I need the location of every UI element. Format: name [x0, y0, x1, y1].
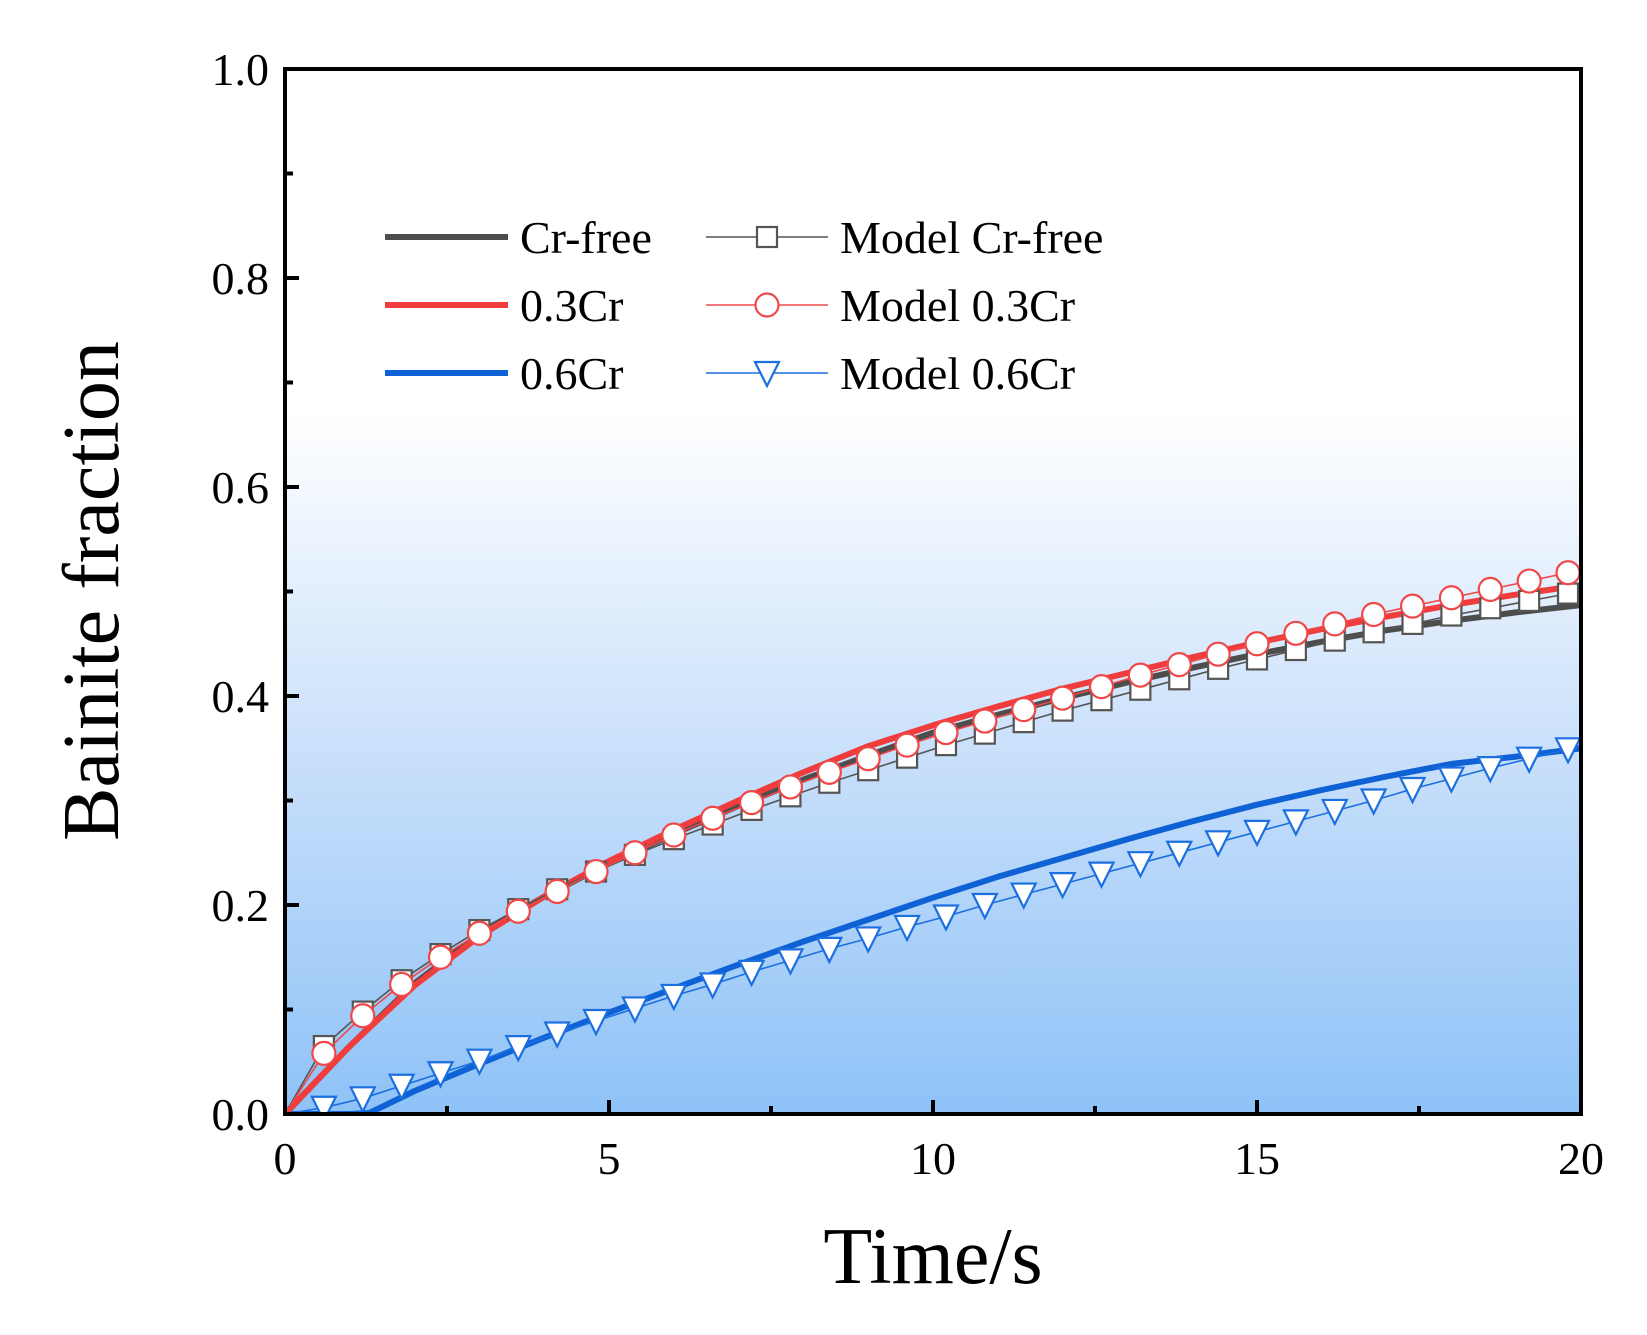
y-tick-label: 0.0 [212, 1089, 270, 1140]
data-point-model_03 [583, 858, 609, 885]
data-point-model_06 [893, 914, 921, 943]
series-line-exp_06 [285, 745, 1581, 1114]
y-axis-title: Bainite fraction [48, 341, 136, 841]
x-tick-label: 20 [1558, 1133, 1604, 1184]
data-point-model_06 [776, 948, 805, 976]
axes-layer: 0 5 10 15 20 0.0 0.2 0.4 0.6 0.8 1.0 [212, 44, 1605, 1184]
data-point-model_03 [816, 759, 842, 785]
data-point-model_06 [387, 1073, 416, 1102]
data-point-model_03 [466, 920, 492, 946]
data-point-model_06 [621, 996, 649, 1024]
data-point-model_03 [1555, 560, 1581, 586]
data-point-model_03 [1205, 641, 1231, 667]
legend-label-exp_03: 0.3Cr [520, 280, 624, 331]
data-point-model_03 [972, 708, 998, 734]
x-tick-label: 0 [274, 1133, 297, 1184]
data-point-model_03 [1361, 601, 1387, 628]
data-point-model_03 [544, 878, 570, 905]
y-tick-label: 0.4 [212, 671, 270, 722]
data-point-model_crfree [1556, 582, 1580, 605]
x-tick-label: 5 [598, 1133, 621, 1184]
data-point-model_06 [815, 936, 844, 965]
data-point-model_06 [543, 1021, 571, 1049]
data-point-model_06 [971, 892, 999, 921]
legend-label-exp_crfree: Cr-free [520, 212, 652, 263]
data-point-model_03 [389, 971, 415, 998]
data-point-model_03 [700, 805, 726, 831]
legend-marker-model_06 [753, 360, 781, 389]
legend-marker-model_crfree [755, 225, 779, 249]
data-point-model_06 [698, 972, 727, 1000]
data-point-model_06 [310, 1095, 338, 1114]
data-point-model_03 [1399, 593, 1426, 619]
data-point-model_03 [894, 732, 920, 758]
data-point-model_03 [1477, 576, 1503, 603]
data-point-model_03 [622, 840, 648, 866]
y-tick-label: 0.8 [212, 253, 270, 304]
data-point-model_06 [1515, 746, 1543, 775]
data-point-model_03 [738, 789, 765, 816]
data-point-model_06 [854, 926, 882, 954]
data-point-model_03 [855, 746, 881, 772]
data-point-model_06 [1476, 756, 1505, 784]
data-point-model_03 [311, 1040, 337, 1066]
data-point-model_06 [1009, 882, 1038, 911]
plot-background [285, 69, 1581, 1114]
x-axis-title: Time/s [823, 1213, 1042, 1301]
data-point-model_06 [1165, 840, 1194, 869]
data-point-model_03 [661, 822, 687, 848]
y-tick-label: 1.0 [212, 44, 270, 95]
data-point-model_06 [465, 1048, 494, 1077]
data-point-model_06 [1087, 861, 1116, 890]
y-tick-label: 0.2 [212, 880, 270, 931]
data-point-model_06 [1126, 851, 1155, 879]
data-point-model_03 [933, 719, 959, 746]
legend-label-model_06: Model 0.6Cr [840, 348, 1075, 399]
x-tick-label: 10 [910, 1133, 956, 1184]
data-point-model_03 [1516, 568, 1542, 594]
data-point-model_03 [350, 1003, 376, 1029]
data-point-model_06 [1320, 798, 1349, 827]
data-point-model_06 [1204, 830, 1232, 858]
data-point-model_06 [932, 904, 960, 932]
legend-label-exp_06: 0.6Cr [520, 348, 624, 399]
y-tick-label: 0.6 [212, 462, 270, 513]
data-point-model_06 [582, 1008, 610, 1037]
data-point-model_06 [1398, 776, 1427, 805]
data-point-model_06 [1243, 819, 1271, 848]
data-point-model_06 [1359, 788, 1388, 816]
data-point-model_06 [737, 959, 766, 988]
data-point-model_06 [504, 1035, 533, 1063]
data-point-model_03 [1127, 662, 1153, 688]
data-point-model_03 [1088, 673, 1115, 700]
legend-label-model_crfree: Model Cr-free [840, 212, 1103, 263]
data-point-model_03 [1244, 631, 1270, 657]
data-point-model_06 [1048, 871, 1077, 900]
legend: Cr-free Model Cr-free 0.3Cr Model 0.3Cr 0.6C… [385, 212, 1103, 399]
data-point-model_06 [1554, 737, 1581, 765]
data-point-model_03 [1322, 611, 1348, 637]
data-point-model_06 [348, 1086, 377, 1114]
data-point-model_03 [1283, 620, 1309, 646]
data-point-model_06 [1282, 809, 1310, 837]
legend-marker-model_03 [754, 292, 780, 318]
legend-label-model_03: Model 0.3Cr [840, 280, 1075, 331]
x-tick-label: 15 [1234, 1133, 1280, 1184]
data-point-model_03 [427, 944, 454, 970]
data-point-model_03 [1049, 685, 1076, 711]
data-point-model_06 [426, 1061, 455, 1089]
data-point-model_03 [1011, 696, 1037, 723]
data-point-model_06 [1437, 766, 1466, 795]
series-layer [285, 560, 1581, 1114]
data-point-model_03 [777, 774, 804, 800]
data-point-model_03 [1438, 585, 1465, 611]
data-point-model_03 [1166, 652, 1192, 678]
data-point-model_crfree [1518, 589, 1541, 613]
data-point-model_03 [505, 898, 531, 924]
data-point-model_06 [660, 983, 688, 1012]
